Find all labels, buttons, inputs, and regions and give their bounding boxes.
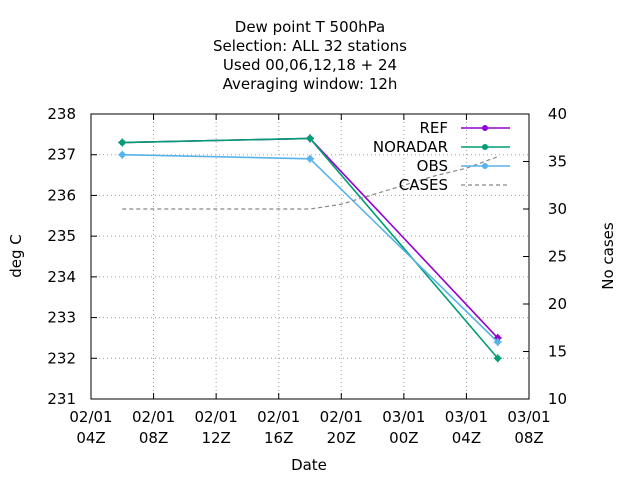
legend-label-ref: REF (419, 119, 448, 137)
legend-label-noradar: NORADAR (373, 138, 448, 156)
y2-tick-label-2: 20 (548, 295, 567, 313)
x-tick-label-5: 03/01 (382, 408, 425, 426)
series (118, 134, 502, 363)
y2-tick-label-0: 10 (548, 390, 567, 408)
x-tick-sublabel-1: 08Z (139, 429, 168, 447)
x-tick-sublabel-6: 04Z (452, 429, 481, 447)
y2-tick-label-4: 30 (548, 200, 567, 218)
y-tick-label-7: 238 (47, 105, 76, 123)
x-tick-sublabel-7: 08Z (514, 429, 543, 447)
x-tick-sublabel-3: 16Z (264, 429, 293, 447)
x-tick-label-7: 03/01 (507, 408, 550, 426)
x-tick-label-1: 02/01 (132, 408, 175, 426)
point-obs-1 (306, 154, 314, 163)
legend-marker-ref (482, 125, 488, 131)
x-tick-sublabel-0: 04Z (76, 429, 105, 447)
y2-tick-label-5: 35 (548, 153, 567, 171)
x-tick-label-4: 02/01 (320, 408, 363, 426)
x-tick-sublabel-2: 12Z (201, 429, 230, 447)
point-noradar-2 (493, 354, 502, 363)
title-line-0: Dew point T 500hPa (235, 18, 385, 36)
y-tick-label-4: 235 (47, 227, 76, 245)
y2-tick-label-3: 25 (548, 248, 567, 266)
series-line-cases (122, 156, 498, 210)
x-tick-label-3: 02/01 (257, 408, 300, 426)
legend-marker-obs (482, 163, 488, 169)
x-tick-label-6: 03/01 (445, 408, 488, 426)
legend-marker-noradar (482, 144, 488, 150)
grid (91, 114, 529, 399)
y-tick-label-0: 231 (47, 390, 76, 408)
y-tick-label-1: 232 (47, 349, 76, 367)
x-axis-label: Date (291, 456, 327, 474)
y-tick-label-5: 236 (47, 186, 76, 204)
point-obs-0 (118, 150, 127, 159)
y2-tick-label-6: 40 (548, 105, 567, 123)
y2-tick-label-1: 15 (548, 343, 567, 361)
x-tick-label-2: 02/01 (195, 408, 238, 426)
x-tick-sublabel-4: 20Z (327, 429, 356, 447)
title-line-2: Used 00,06,12,18 + 24 (223, 56, 397, 74)
y-tick-label-3: 234 (47, 268, 76, 286)
y-axis-label: deg C (7, 234, 25, 278)
point-noradar-0 (118, 138, 127, 147)
legend-label-obs: OBS (417, 157, 448, 175)
y-tick-label-2: 233 (47, 309, 76, 327)
x-tick-sublabel-5: 00Z (389, 429, 418, 447)
title-line-1: Selection: ALL 32 stations (213, 37, 407, 55)
y2-axis-label: No cases (599, 222, 617, 290)
x-tick-label-0: 02/01 (69, 408, 112, 426)
title-line-3: Averaging window: 12h (223, 75, 398, 93)
point-noradar-1 (306, 134, 314, 143)
point-obs-2 (493, 338, 502, 346)
tick-labels: 231 232 233 234 235 236 237 238 10 15 20 25 30 35 40 02… (47, 105, 567, 447)
y-tick-label-6: 237 (47, 146, 76, 164)
axes (90, 113, 530, 400)
legend-label-cases: CASES (399, 176, 448, 194)
